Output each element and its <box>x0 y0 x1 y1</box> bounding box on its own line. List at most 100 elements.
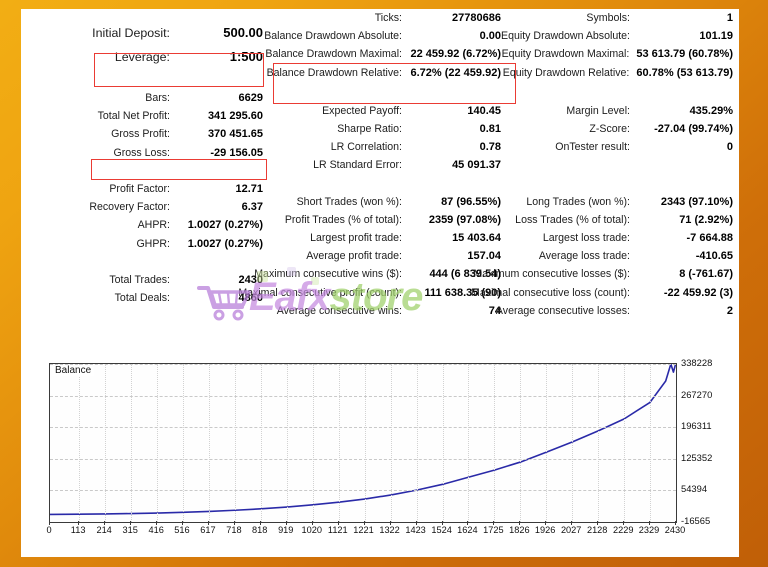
stat-row-profit-trades: Profit Trades (% of total): 2359 (97.08%… <box>249 211 501 229</box>
stat-row-equity-drawdown-absolute: Equity Drawdown Absolute: 101.19 <box>493 27 733 45</box>
chart-x-tick-label: 1624 <box>457 525 478 535</box>
stat-value: 0 <box>726 141 733 154</box>
stat-row-max-consecutive-losses: Maximum consecutive losses ($): 8 (-761.… <box>473 265 733 283</box>
chart-x-tick-label: 1826 <box>509 525 530 535</box>
chart-gridline-vertical <box>338 364 340 522</box>
stat-label: Z-Score: <box>589 122 630 135</box>
stat-row-balance-drawdown-relative: Balance Drawdown Relative: 6.72% (22 459… <box>249 64 501 82</box>
chart-x-tick-label: 1121 <box>327 525 348 535</box>
stat-row-profit-factor: Profit Factor: 12.71 <box>27 180 263 198</box>
chart-gridline-vertical <box>598 364 600 522</box>
stat-label: Maximum consecutive wins ($): <box>254 268 402 281</box>
chart-x-tick <box>104 521 106 525</box>
chart-x-tick-label: 1524 <box>431 525 452 535</box>
stat-label: Total Trades: <box>109 273 170 286</box>
chart-gridline-vertical <box>494 364 496 522</box>
chart-x-tick <box>389 521 391 525</box>
stat-value: 500.00 <box>223 25 263 40</box>
stat-row-maximal-consecutive-profit: Maximal consecutive profit (count): 111 … <box>238 284 501 302</box>
stat-value: 15 403.64 <box>452 232 501 245</box>
stat-label: Ticks: <box>374 12 402 24</box>
chart-x-tick <box>311 521 313 525</box>
stat-label: Balance Drawdown Relative: <box>266 66 402 79</box>
chart-y-tick-label: 125352 <box>681 451 713 463</box>
chart-x-tick <box>156 521 158 525</box>
stat-value: 74 <box>488 304 501 317</box>
chart-gridline-horizontal <box>50 395 676 397</box>
chart-gridline-vertical <box>624 364 626 522</box>
chart-x-tick-label: 1322 <box>379 525 400 535</box>
stat-label: Leverage: <box>114 50 170 64</box>
chart-x-tick <box>337 521 339 525</box>
stat-label: Maximum consecutive losses ($): <box>473 268 630 281</box>
stat-label: Symbols: <box>586 12 630 24</box>
chart-x-tick <box>233 521 235 525</box>
chart-x-tick-label: 1725 <box>483 525 504 535</box>
stat-row-leverage: Leverage: 1:500 <box>27 45 263 69</box>
stat-value: 87 (96.55%) <box>441 195 501 208</box>
stat-row-ticks: Ticks: 27780686 <box>249 9 501 27</box>
chart-x-tick-label: 2027 <box>560 525 582 535</box>
stat-row-equity-drawdown-maximal: Equity Drawdown Maximal: 53 613.79 (60.7… <box>493 45 733 63</box>
stat-row-sharpe-ratio: Sharpe Ratio: 0.81 <box>249 120 501 138</box>
stat-label: Average consecutive wins: <box>276 304 402 317</box>
chart-x-tick-label: 1926 <box>534 525 556 535</box>
stat-label: Short Trades (won %): <box>296 195 402 208</box>
stat-label: Long Trades (won %): <box>526 195 630 208</box>
stat-row-gross-profit: Gross Profit: 370 451.65 <box>27 125 263 143</box>
chart-x-tick <box>259 521 261 525</box>
chart-x-tick <box>571 521 573 525</box>
chart-gridline-vertical <box>649 364 651 522</box>
chart-gridline-vertical <box>286 364 288 522</box>
stat-label: Gross Loss: <box>113 146 170 159</box>
stat-row-max-consecutive-wins: Maximum consecutive wins ($): 444 (6 839… <box>249 265 501 283</box>
chart-x-axis: 0 113 214 315 416 516 617 718 818 919 1020 1121 1221… <box>46 521 685 541</box>
stat-value: 45 091.37 <box>452 159 501 172</box>
stat-row-maximal-consecutive-loss: Maximal consecutive loss (count): -22 45… <box>471 284 733 302</box>
stat-label: Loss Trades (% of total): <box>515 213 630 226</box>
stat-row-average-loss-trade: Average loss trade: -410.65 <box>493 247 733 265</box>
chart-gridline-vertical <box>416 364 418 522</box>
chart-title-label: Balance <box>52 365 95 376</box>
stat-row-lr-standard-error: LR Standard Error: 45 091.37 <box>249 156 501 174</box>
stat-label: Gross Profit: <box>111 128 170 141</box>
stat-value: 370 451.65 <box>207 128 263 141</box>
stat-row-average-consecutive-losses: Average consecutive losses: 2 <box>493 302 733 320</box>
chart-gridline-vertical <box>260 364 262 522</box>
stat-label: Maximal consecutive profit (count): <box>238 286 402 299</box>
stat-value: 2343 (97.10%) <box>660 195 733 208</box>
chart-x-tick-label: 416 <box>148 525 164 535</box>
chart-y-tick-label: 267270 <box>681 388 713 400</box>
stat-label: Total Deals: <box>114 292 170 305</box>
stat-row-short-trades: Short Trades (won %): 87 (96.55%) <box>249 193 501 211</box>
stat-row-recovery-factor: Recovery Factor: 6.37 <box>27 198 263 216</box>
chart-gridline-vertical <box>572 364 574 522</box>
chart-x-tick <box>597 521 599 525</box>
stat-row-average-profit-trade: Average profit trade: 157.04 <box>249 247 501 265</box>
stat-label: GHPR: <box>136 237 170 250</box>
stat-value: 53 613.79 (60.78%) <box>636 48 733 61</box>
chart-gridline-vertical <box>546 364 548 522</box>
chart-x-tick <box>207 521 209 525</box>
stat-label: Largest loss trade: <box>542 232 630 245</box>
stat-value: 1 <box>726 12 733 24</box>
chart-x-tick-label: 1423 <box>405 525 426 535</box>
stat-value: -22 459.92 (3) <box>663 286 733 299</box>
chart-plot-area <box>49 363 677 523</box>
stat-label: Average loss trade: <box>538 250 630 263</box>
stat-label: Maximal consecutive loss (count): <box>471 286 630 299</box>
stat-value: 6629 <box>238 92 263 104</box>
chart-x-tick <box>49 521 50 525</box>
chart-x-tick-label: 718 <box>226 525 242 535</box>
balance-curve <box>50 364 676 516</box>
stat-label: Bars: <box>145 92 170 104</box>
stat-value: -7 664.88 <box>686 232 733 245</box>
chart-x-tick-label: 113 <box>70 525 86 535</box>
stat-row-initial-deposit: Initial Deposit: 500.00 <box>27 21 263 45</box>
chart-gridline-vertical <box>364 364 366 522</box>
stat-value: 0.81 <box>479 122 501 135</box>
stat-label: Balance Drawdown Maximal: <box>265 48 402 61</box>
stat-row-balance-drawdown-maximal: Balance Drawdown Maximal: 22 459.92 (6.7… <box>249 45 501 63</box>
stat-value: 111 638.35 (90) <box>424 286 501 299</box>
